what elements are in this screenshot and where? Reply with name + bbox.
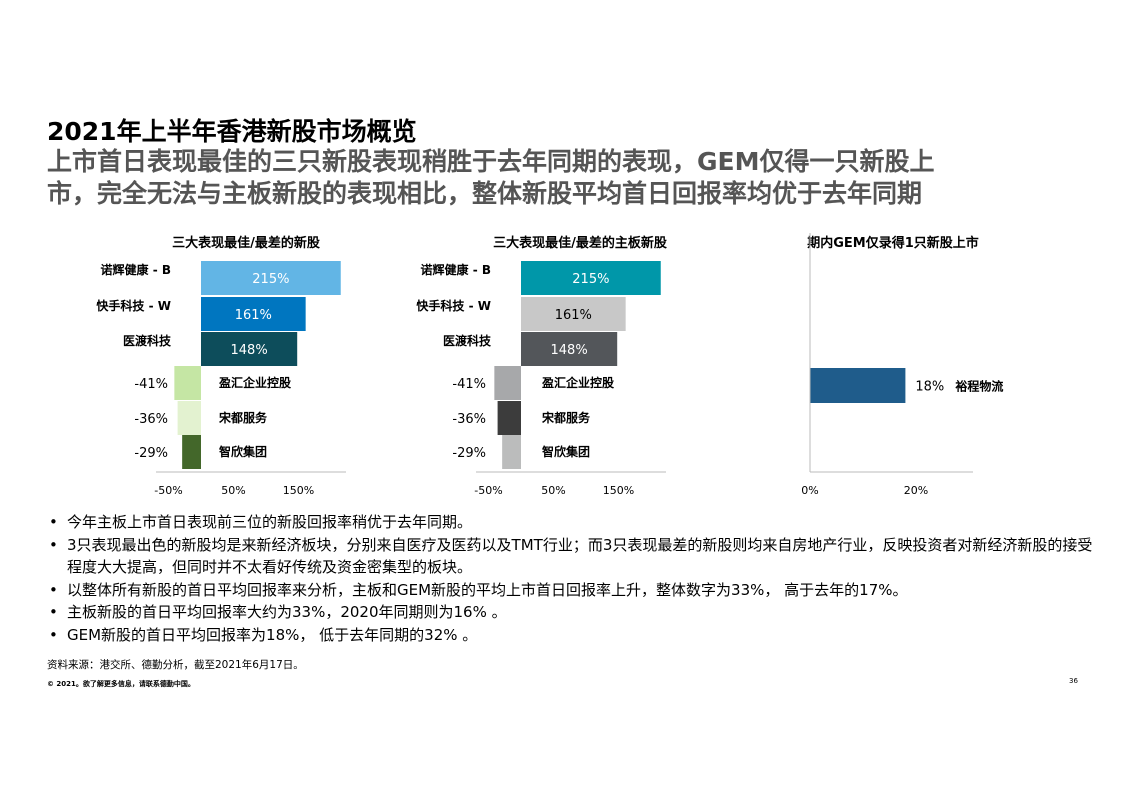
category-label: 智欣集团	[218, 444, 267, 459]
data-label: 148%	[551, 343, 588, 358]
bullet-item: • 3只表现最出色的新股均是来新经济板块，分别来自医疗及医药以及TMT行业；而3只…	[47, 534, 1097, 579]
category-label: 宋都服务	[219, 410, 268, 425]
bar	[201, 297, 306, 331]
category-label: 裕程物流	[954, 379, 1003, 394]
category-label: 医渡科技	[443, 333, 492, 348]
bullet-item: • GEM新股的首日平均回报率为18%， 低于去年同期的32% 。	[47, 624, 1097, 647]
category-label: 盈汇企业控股	[541, 375, 615, 390]
bullet-text: 今年主板上市首日表现前三位的新股回报率稍优于去年同期。	[67, 513, 473, 531]
data-label: 161%	[555, 308, 592, 323]
bar	[182, 435, 201, 469]
bar	[174, 366, 201, 400]
data-label: 215%	[252, 272, 289, 287]
page-number: 36	[1069, 677, 1078, 685]
tick-label: -50%	[154, 484, 182, 497]
data-label: -29%	[134, 446, 168, 461]
bar	[502, 435, 521, 469]
tick-label: 150%	[283, 484, 314, 497]
bar	[494, 366, 521, 400]
category-label: 快手科技 - W	[416, 298, 491, 313]
source-note: 资料来源：港交所、德勤分析，截至2021年6月17日。	[47, 659, 304, 671]
page-title: 2021年上半年香港新股市场概览	[47, 117, 417, 146]
bar	[177, 401, 201, 435]
data-label: 161%	[235, 308, 272, 323]
bar	[521, 261, 661, 295]
chart-title: 期内GEM仅录得1只新股上市	[807, 235, 979, 251]
bullet-list: • 今年主板上市首日表现前三位的新股回报率稍优于去年同期。 • 3只表现最出色的新股…	[47, 511, 1097, 646]
bar	[201, 261, 341, 295]
data-label: -41%	[134, 377, 168, 392]
chart-title: 三大表现最佳/最差的新股	[172, 235, 320, 251]
category-label: 智欣集团	[541, 444, 590, 459]
data-label: -36%	[134, 412, 168, 427]
bullet-text: GEM新股的首日平均回报率为18%， 低于去年同期的32% 。	[67, 625, 478, 644]
charts-svg: 三大表现最佳/最差的新股 215% 诺辉健康 - B 161% 快手科技 - W 148%…	[96, 233, 1003, 497]
bullet-item: • 今年主板上市首日表现前三位的新股回报率稍优于去年同期。	[47, 511, 1097, 534]
bar	[521, 297, 626, 331]
data-label: 18%	[915, 380, 944, 395]
category-label: 诺辉健康 - B	[421, 262, 491, 277]
tick-label: 50%	[221, 484, 245, 497]
tick-label: 50%	[541, 484, 565, 497]
data-label: -36%	[452, 412, 486, 427]
subtitle-line-1: 上市首日表现最佳的三只新股表现稍胜于去年同期的表现，GEM仅得一只新股上	[47, 147, 935, 176]
data-label: 215%	[572, 272, 609, 287]
bullet-dot: •	[49, 603, 58, 621]
bullet-item: • 以整体所有新股的首日平均回报率来分析，主板和GEM新股的平均上市首日回报率上升…	[47, 579, 1097, 602]
bullet-text: 主板新股的首日平均回报率大约为33%，2020年同期则为16% 。	[67, 603, 507, 621]
bar	[521, 332, 618, 366]
bullet-dot: •	[49, 580, 58, 599]
category-label: 宋都服务	[542, 410, 591, 425]
chart-title: 三大表现最佳/最差的主板新股	[493, 235, 667, 251]
bullet-text: 以整体所有新股的首日平均回报率来分析，主板和GEM新股的平均上市首日回报率上升，…	[67, 580, 908, 599]
bullet-dot: •	[49, 625, 58, 644]
bullet-text: 3只表现最出色的新股均是来新经济板块，分别来自医疗及医药以及TMT行业；而3只表…	[67, 535, 1093, 577]
category-label: 诺辉健康 - B	[101, 262, 171, 277]
page-subtitle: 上市首日表现最佳的三只新股表现稍胜于去年同期的表现，GEM仅得一只新股上 市，完…	[47, 146, 1067, 210]
category-label: 快手科技 - W	[96, 298, 171, 313]
bar	[497, 401, 521, 435]
category-label: 医渡科技	[123, 333, 172, 348]
tick-label: 150%	[603, 484, 634, 497]
data-label: 148%	[231, 343, 268, 358]
category-label: 盈汇企业控股	[218, 375, 292, 390]
bullet-dot: •	[49, 535, 58, 554]
copyright: © 2021。欲了解更多信息，请联系德勤中国。	[47, 680, 195, 688]
bar	[201, 332, 298, 366]
subtitle-line-2: 市，完全无法与主板新股的表现相比，整体新股平均首日回报率均优于去年同期	[47, 179, 923, 208]
bar	[810, 368, 906, 403]
charts-area: 三大表现最佳/最差的新股 215% 诺辉健康 - B 161% 快手科技 - W 148%…	[0, 225, 1122, 510]
data-label: -29%	[452, 446, 486, 461]
data-label: -41%	[452, 377, 486, 392]
bullet-dot: •	[49, 513, 58, 531]
tick-label: -50%	[474, 484, 502, 497]
tick-label: 20%	[904, 484, 928, 497]
tick-label: 0%	[801, 484, 818, 497]
bullet-item: • 主板新股的首日平均回报率大约为33%，2020年同期则为16% 。	[47, 601, 1097, 624]
